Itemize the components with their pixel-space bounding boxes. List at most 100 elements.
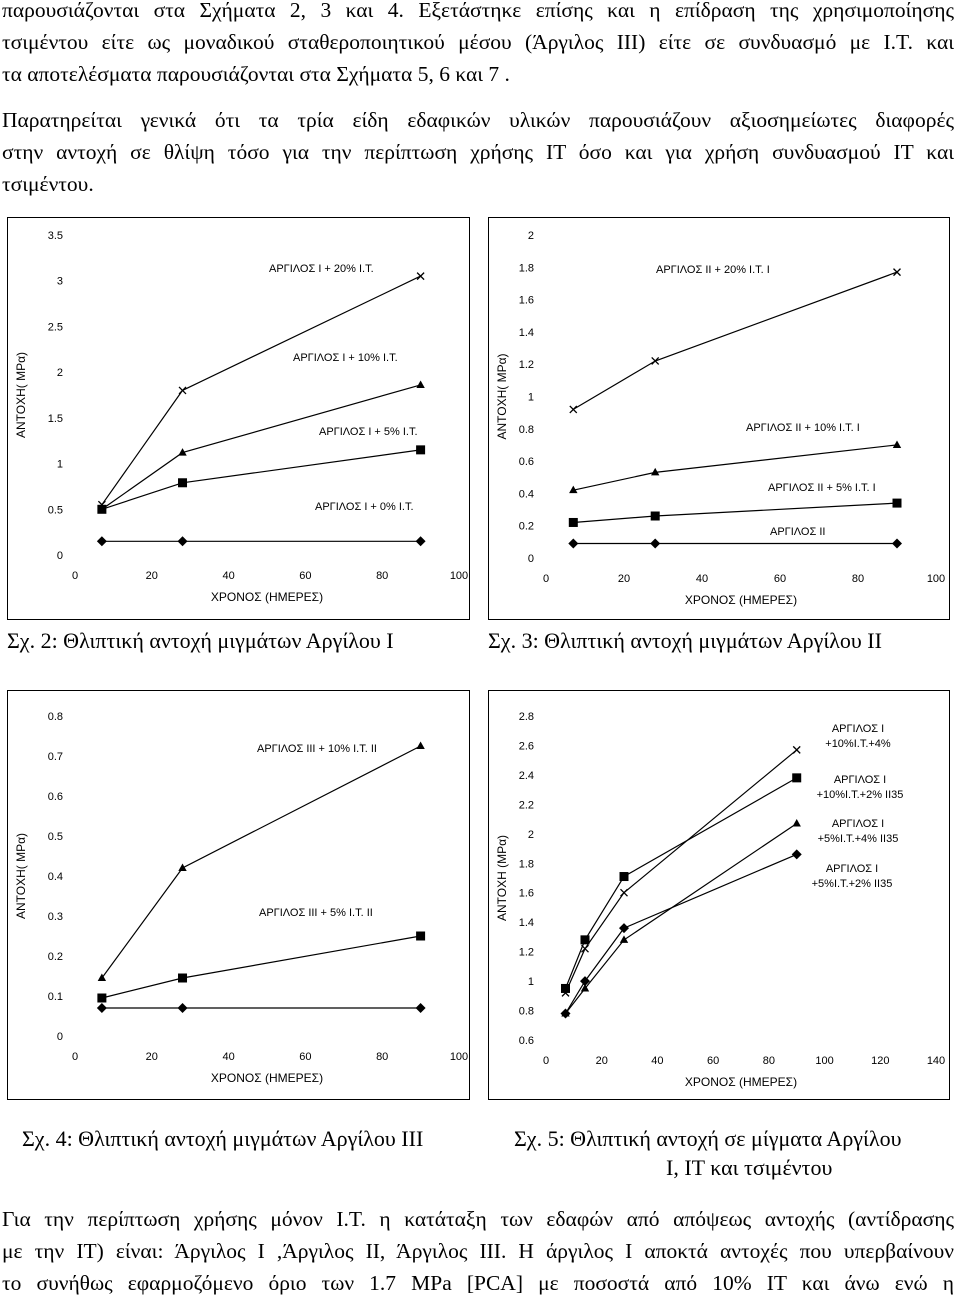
y-tick-label: 3 — [57, 276, 63, 288]
y-tick-label: 0.2 — [519, 521, 534, 533]
series-1 — [561, 745, 801, 997]
series-4 — [560, 849, 802, 1019]
y-tick-label: 2 — [528, 829, 534, 841]
y-tick-label: 0.8 — [519, 424, 534, 436]
y-tick-label: 0.3 — [48, 911, 63, 923]
series-1 — [97, 741, 425, 981]
paragraph-observation: Παρατηρείται γενικά ότι τα τρία είδη εδα… — [2, 104, 954, 200]
paragraph-intro: παρουσιάζονται στα Σχήματα 2, 3 και 4. Ε… — [2, 0, 954, 90]
series-line — [101, 745, 421, 979]
series-line — [564, 749, 798, 994]
series-label: ΑΡΓΙΛΟΣ Ι + 0% Ι.Τ. — [315, 501, 414, 513]
series-line — [101, 935, 421, 999]
series-2 — [97, 380, 425, 513]
caption-fig3: Σχ. 3: Θλιπτική αντοχή μιγμάτων Αργίλου … — [488, 628, 882, 653]
x-tick-label: 80 — [763, 1055, 775, 1067]
series-label: ΑΡΓΙΛΟΣ Ι +10%Ι.Τ.+4% — [825, 723, 891, 750]
chart-fig2: 0 0.5 1 1.5 2 2.5 3 3.5 0 20 40 60 80 100 ΧΡΟΝΟΣ (ΗΜΕΡ… — [7, 217, 470, 620]
series-line — [573, 502, 898, 524]
series-label: ΑΡΓΙΛΟΣ ΙΙ + 10% Ι.Τ. Ι — [746, 422, 860, 434]
data-point-square — [792, 773, 802, 783]
data-point-diamond — [619, 923, 629, 934]
data-point-square — [97, 993, 107, 1003]
data-point-diamond — [415, 536, 426, 547]
x-axis-label: ΧΡΟΝΟΣ (ΗΜΕΡΕΣ) — [211, 590, 323, 604]
series-1 — [97, 272, 425, 509]
series-line — [101, 275, 421, 506]
data-point-diamond — [177, 536, 188, 547]
y-tick-label: 0.7 — [48, 751, 63, 763]
y-tick-label: 1 — [528, 976, 534, 988]
y-tick-label: 0.6 — [519, 1035, 534, 1047]
x-tick-label: 60 — [299, 1051, 311, 1063]
x-tick-label: 100 — [450, 1051, 468, 1063]
data-point-square — [416, 445, 426, 455]
data-point-triangle — [416, 741, 425, 749]
chart-fig4: 0 0.1 0.2 0.3 0.4 0.5 0.6 0.7 0.8 0 20 40 60 80 100 ΧΡΟ… — [7, 690, 470, 1100]
series-4 — [568, 538, 902, 549]
data-point-triangle — [569, 485, 578, 494]
y-tick-label: 1.6 — [519, 888, 534, 900]
x-tick-label: 60 — [707, 1055, 719, 1067]
x-tick-label: 20 — [146, 570, 158, 582]
text-line: στην αντοχή σε θλίψη τόσο για την περίπτ… — [2, 140, 954, 164]
y-tick-label: 0.4 — [48, 871, 63, 883]
series-2 — [97, 931, 426, 1003]
y-tick-label: 1.8 — [519, 262, 534, 274]
y-tick-label: 2.5 — [48, 321, 63, 333]
y-axis-label: ΑΝΤΟΧΗ( MPα) — [14, 833, 28, 919]
data-point-triangle — [619, 935, 629, 943]
chart-fig3: 00.20.40.60.811.21.41.61.820 20 40 60 80 100Χ… — [488, 217, 950, 620]
y-axis-label: ΑΝΤΟΧΗ( MPα) — [495, 353, 509, 439]
y-tick-label: 0.6 — [519, 456, 534, 468]
y-tick-label: 1.5 — [48, 413, 63, 425]
text-line: τα αποτελέσματα παρουσιάζονται στα Σχήμα… — [2, 62, 510, 86]
data-point-square — [568, 517, 578, 527]
caption-fig5-line1: Σχ. 5: Θλιπτική αντοχή σε μίγματα Αργίλο… — [514, 1126, 902, 1151]
series-label: ΑΡΓΙΛΟΣ Ι +10%Ι.Τ.+2% ΙΙ35 — [817, 774, 904, 801]
y-tick-label: 1 — [528, 392, 534, 404]
series-label: ΑΡΓΙΛΟΣ ΙΙ + 5% Ι.Τ. Ι — [768, 482, 876, 494]
data-point-square — [178, 973, 188, 983]
series-4 — [96, 536, 426, 547]
y-tick-label: 0.5 — [48, 504, 63, 516]
x-tick-label: 100 — [927, 573, 945, 585]
data-point-square — [178, 478, 188, 488]
series-label: ΑΡΓΙΛΟΣ Ι +5%Ι.Τ.+4% ΙΙ35 — [818, 818, 899, 845]
data-point-diamond — [580, 976, 590, 987]
x-tick-label: 40 — [651, 1055, 663, 1067]
x-tick-label: 80 — [376, 570, 388, 582]
y-tick-label: 0.6 — [48, 791, 63, 803]
data-point-triangle — [580, 983, 590, 992]
text-line: το συνήθως εφαρμοζόμενο όριο των 1.7 MPa… — [2, 1271, 954, 1295]
y-tick-label: 0.8 — [519, 1006, 534, 1018]
series-3 — [96, 1003, 426, 1013]
caption-fig5-line2: Ι, ΙΤ και τσιμέντου — [666, 1155, 833, 1180]
x-tick-label: 80 — [376, 1051, 388, 1063]
x-tick-label: 40 — [222, 1051, 234, 1063]
y-tick-label: 0 — [57, 550, 63, 562]
data-point-square — [619, 872, 629, 882]
series-3 — [568, 498, 902, 527]
series-label: ΑΡΓΙΛΟΣ Ι + 20% Ι.Τ. — [269, 263, 374, 275]
y-tick-label: 2.4 — [519, 770, 534, 782]
data-point-x — [416, 272, 425, 281]
data-point-diamond — [892, 538, 902, 549]
x-tick-label: 140 — [927, 1055, 945, 1067]
data-point-x — [620, 888, 628, 897]
y-tick-label: 1.2 — [519, 947, 534, 959]
series-3 — [561, 819, 801, 1017]
y-tick-label: 1.2 — [519, 359, 534, 371]
data-point-diamond — [96, 1003, 107, 1013]
x-tick-label: 0 — [72, 570, 78, 582]
y-tick-label: 0.8 — [48, 711, 63, 723]
data-point-triangle — [416, 380, 425, 388]
text-line: τσιμέντου. — [2, 172, 94, 196]
chart-fig5: 0.6 0.8 1 1.2 1.4 1.6 1.8 2 2.2 2.4 2.6 2.8 0 20 40 60 8… — [488, 690, 950, 1100]
data-point-triangle — [178, 448, 187, 456]
chart-frame — [488, 690, 950, 1100]
x-tick-label: 40 — [222, 570, 234, 582]
x-tick-label: 60 — [299, 570, 311, 582]
series-label: ΑΡΓΙΛΟΣ ΙΙ + 20% Ι.Τ. Ι — [656, 264, 770, 276]
x-tick-label: 0 — [543, 573, 549, 585]
